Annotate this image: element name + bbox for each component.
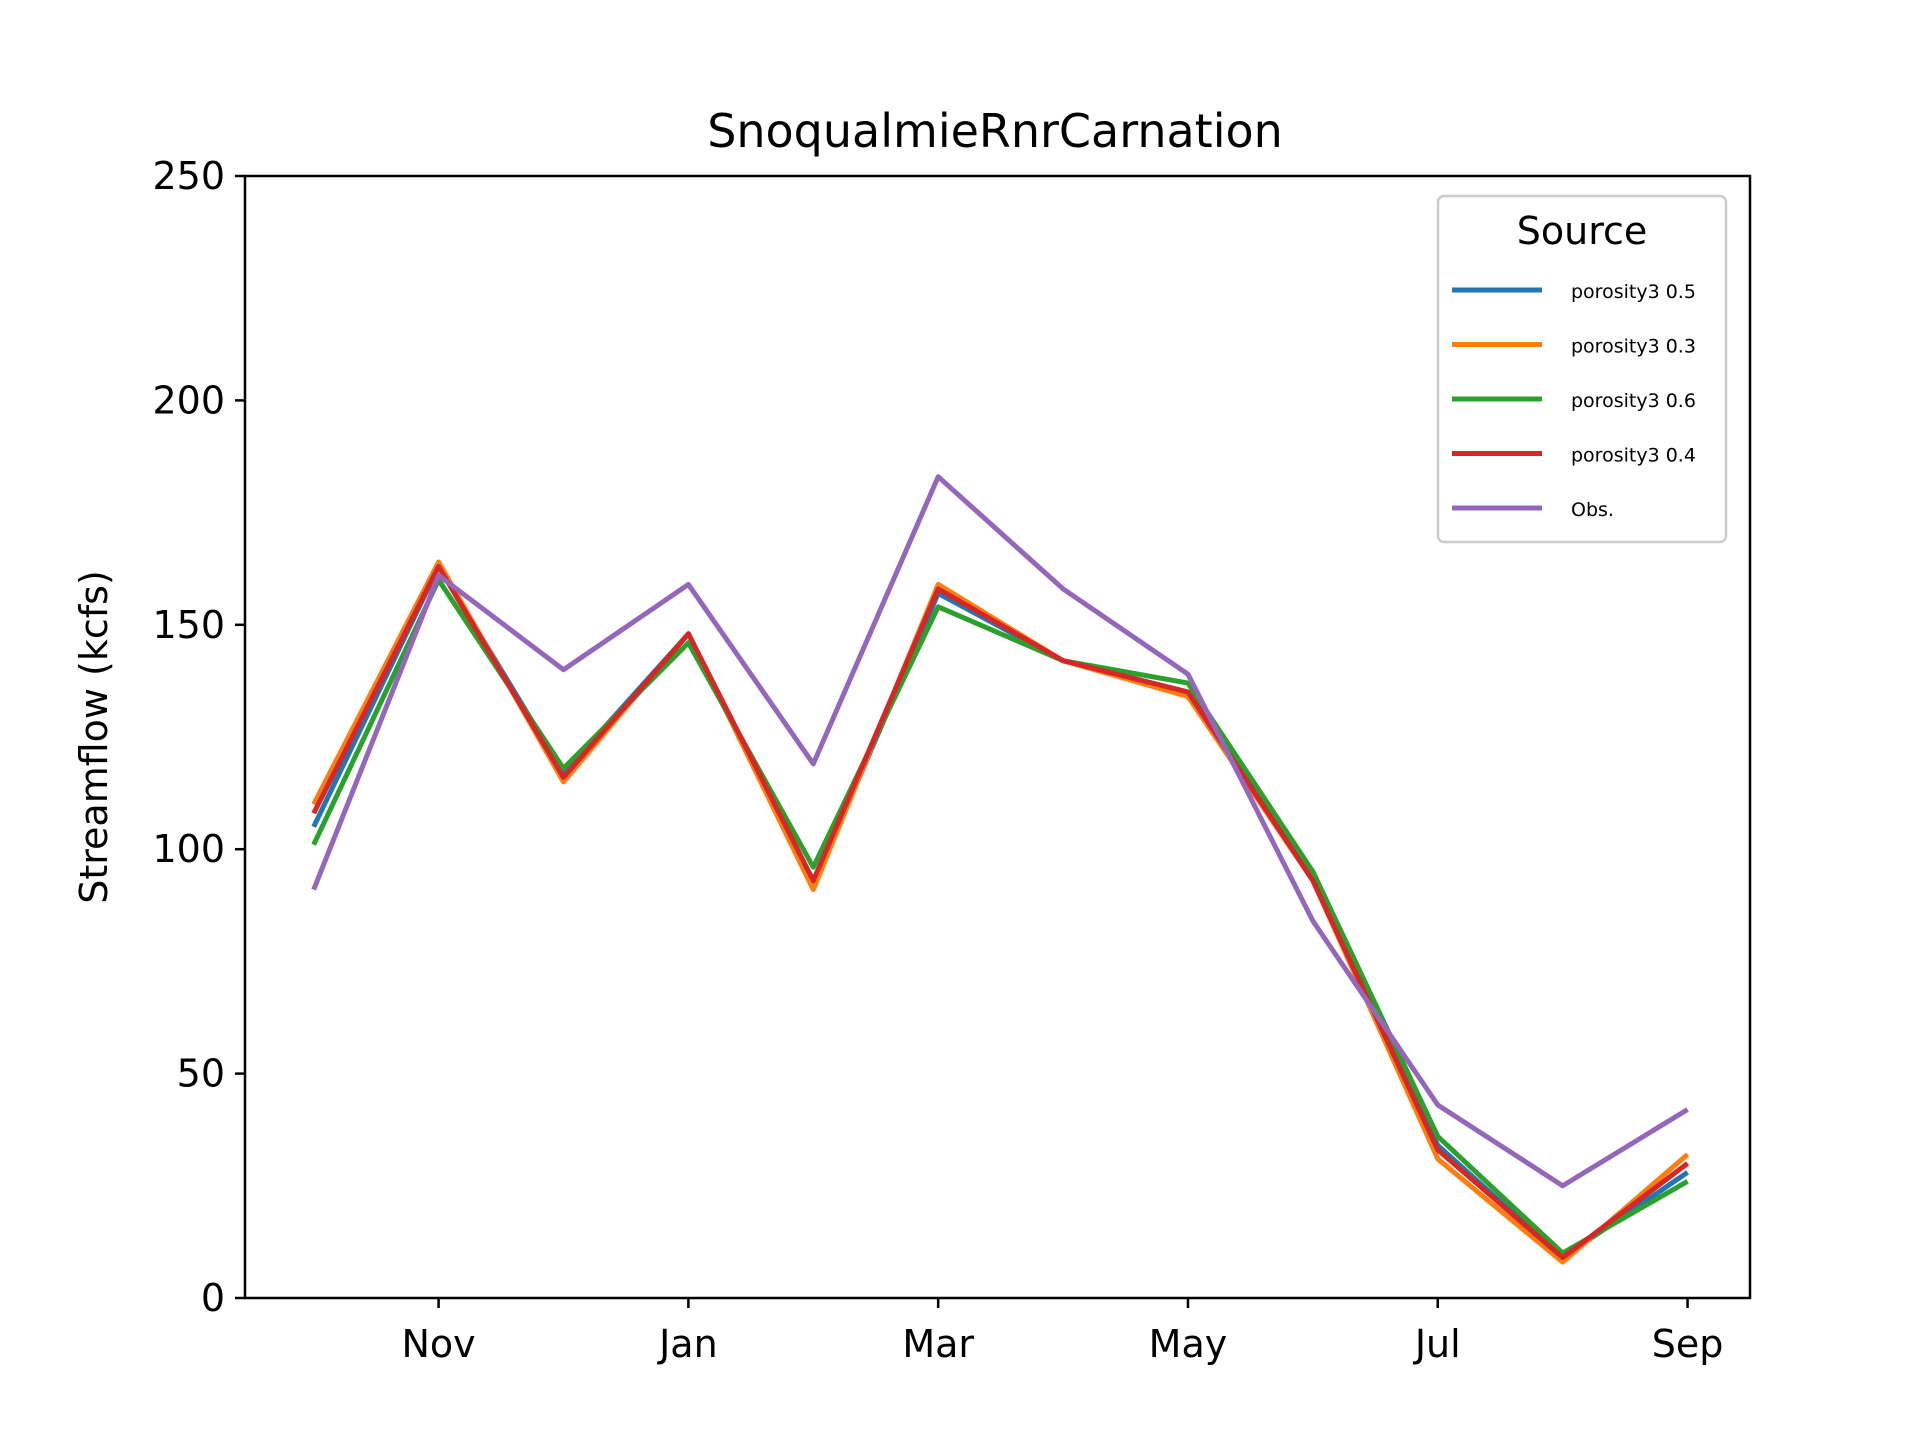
y-tick-label: 50 [177,1052,225,1096]
plot-area [311,474,1690,1265]
x-tick-label: Nov [402,1322,476,1366]
series-line-1 [311,559,1690,1265]
y-tick-label: 0 [201,1276,225,1320]
legend-label: porosity3 0.3 [1571,336,1696,358]
chart-title: SnoqualmieRnrCarnation [707,104,1283,158]
x-tick-label: Sep [1652,1322,1724,1366]
x-tick-label: May [1149,1322,1228,1366]
legend-label: Obs. [1571,499,1614,521]
series-line-0 [311,564,1690,1261]
y-tick-label: 250 [152,154,225,198]
axes: 0 50 100 150 200 250 Nov Jan Mar May Jul Sep [152,154,1723,1366]
series-line-4 [311,474,1689,1189]
legend-label: porosity3 0.4 [1571,445,1696,467]
series-line-2 [311,577,1689,1256]
y-axis-label: Streamflow (kcfs) [72,570,116,904]
x-tick-label: Mar [902,1322,974,1366]
legend-title: Source [1517,209,1648,253]
y-tick-label: 200 [152,378,225,422]
y-tick-label: 150 [152,603,225,647]
series-line-3 [311,564,1690,1261]
y-tick-label: 100 [152,827,225,871]
legend-label: porosity3 0.6 [1571,390,1696,412]
legend: Source porosity3 0.5 porosity3 0.3 porosity… [1436,194,1728,544]
x-tick-label: Jul [1413,1322,1461,1366]
x-tick-label: Jan [657,1322,718,1366]
plot-frame [243,174,1752,1300]
legend-label: porosity3 0.5 [1571,281,1696,303]
